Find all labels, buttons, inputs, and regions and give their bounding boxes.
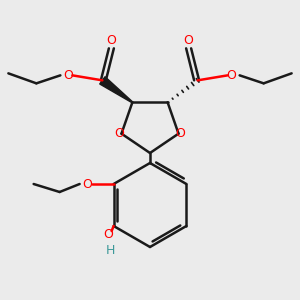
Text: O: O [176,127,185,140]
Text: O: O [184,34,194,47]
Text: O: O [83,178,93,190]
Text: O: O [227,69,237,82]
Text: H: H [106,244,115,256]
Text: O: O [106,34,116,47]
Polygon shape [100,77,133,103]
Text: O: O [63,69,73,82]
Text: O: O [104,227,114,241]
Text: O: O [115,127,124,140]
